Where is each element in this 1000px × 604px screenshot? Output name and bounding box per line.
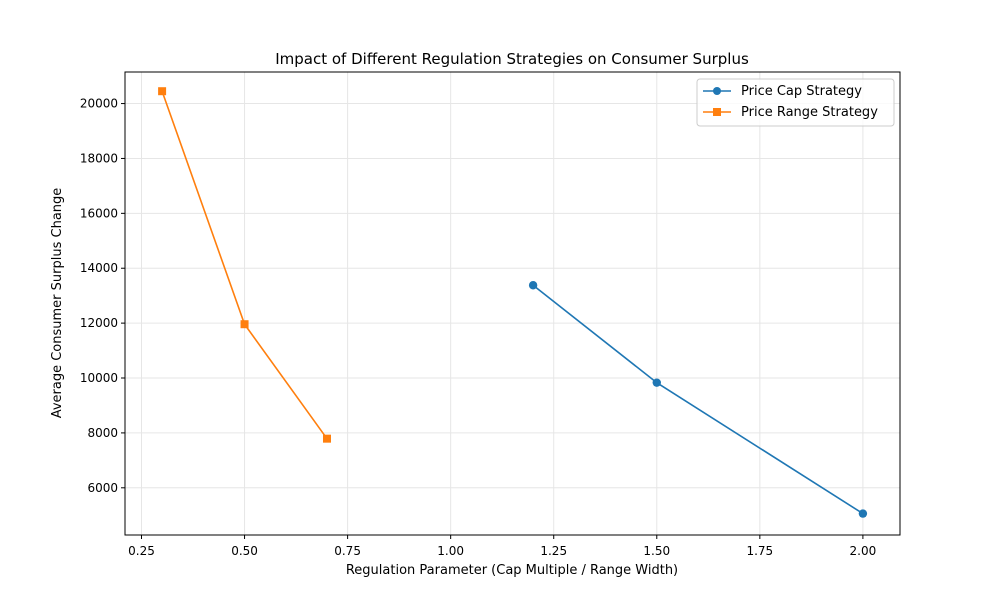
x-tick-label: 1.00 bbox=[437, 544, 464, 558]
series-line bbox=[532, 284, 864, 515]
x-tick-label: 0.75 bbox=[334, 544, 361, 558]
series-0 bbox=[528, 281, 868, 518]
data-point-square bbox=[240, 320, 249, 329]
legend-label-price-range: Price Range Strategy bbox=[741, 105, 878, 120]
y-axis-ticks: 6000 8000 10000 12000 14000 16000 18000 20000 bbox=[80, 97, 125, 495]
x-tick-label: 2.00 bbox=[850, 544, 877, 558]
y-tick-label: 12000 bbox=[80, 316, 118, 330]
series-1 bbox=[158, 87, 331, 443]
legend: Price Cap Strategy Price Range Strategy bbox=[696, 78, 895, 127]
legend-item-price-range: Price Range Strategy bbox=[703, 105, 878, 120]
data-point-square bbox=[158, 87, 167, 96]
data-point-square bbox=[322, 434, 331, 443]
legend-item-price-cap: Price Cap Strategy bbox=[703, 84, 862, 99]
x-tick-label: 0.25 bbox=[128, 544, 155, 558]
legend-marker-square-icon bbox=[713, 108, 721, 116]
x-axis-ticks: 0.25 0.50 0.75 1.00 1.25 1.50 1.75 2.00 bbox=[128, 535, 876, 558]
y-tick-label: 20000 bbox=[80, 97, 118, 111]
x-axis-label: Regulation Parameter (Cap Multiple / Ran… bbox=[346, 563, 678, 578]
x-tick-label: 1.25 bbox=[540, 544, 567, 558]
chart-title: Impact of Different Regulation Strategie… bbox=[275, 50, 749, 68]
y-tick-label: 8000 bbox=[87, 426, 118, 440]
legend-marker-circle-icon bbox=[713, 87, 721, 95]
y-tick-label: 14000 bbox=[80, 261, 118, 275]
plot-area-frame bbox=[124, 71, 901, 536]
y-tick-label: 6000 bbox=[87, 481, 118, 495]
grid-lines bbox=[125, 72, 900, 535]
data-point-circle bbox=[528, 281, 538, 290]
legend-box bbox=[696, 78, 895, 127]
y-tick-label: 10000 bbox=[80, 371, 118, 385]
data-point-circle bbox=[858, 509, 868, 518]
x-tick-label: 0.50 bbox=[231, 544, 258, 558]
y-tick-label: 16000 bbox=[80, 206, 118, 220]
data-series bbox=[158, 87, 868, 518]
x-tick-label: 1.50 bbox=[643, 544, 670, 558]
x-tick-label: 1.75 bbox=[746, 544, 773, 558]
y-tick-label: 18000 bbox=[80, 151, 118, 165]
legend-label-price-cap: Price Cap Strategy bbox=[741, 84, 862, 99]
data-point-circle bbox=[652, 378, 661, 387]
y-axis-label: Average Consumer Surplus Change bbox=[50, 188, 65, 419]
